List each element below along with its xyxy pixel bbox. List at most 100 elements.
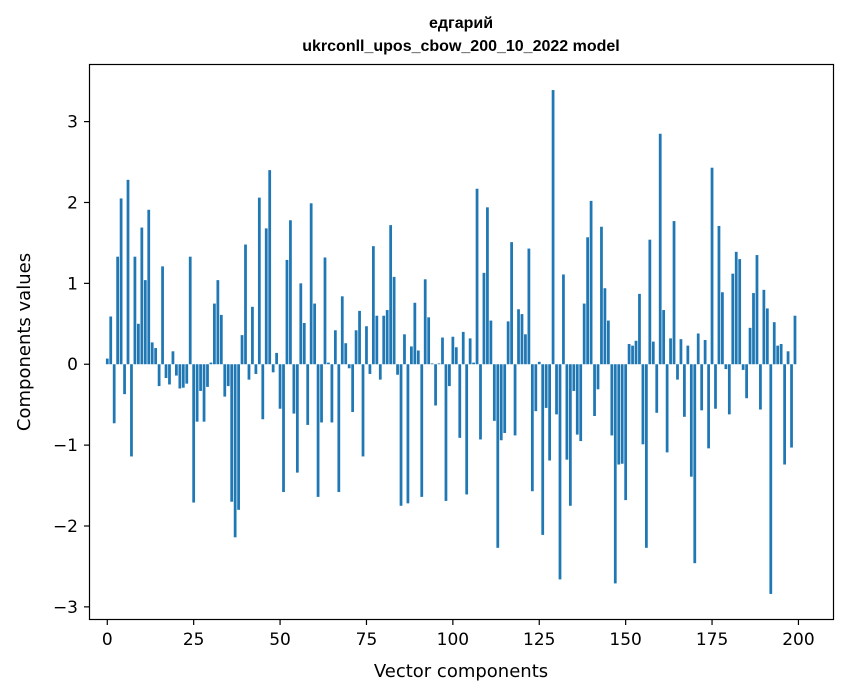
bar xyxy=(272,364,275,372)
bar xyxy=(759,364,762,409)
bar xyxy=(261,364,264,419)
bar xyxy=(538,362,541,364)
bar xyxy=(331,364,334,422)
bar xyxy=(562,274,565,364)
bar xyxy=(458,364,461,438)
bar xyxy=(431,363,434,364)
bar xyxy=(493,364,496,421)
x-tick-label: 100 xyxy=(437,630,469,650)
bar xyxy=(503,364,506,433)
bar xyxy=(199,364,202,391)
bar xyxy=(244,245,247,365)
bar xyxy=(586,237,589,364)
chart-title-line1: едгарий xyxy=(429,15,493,32)
x-tick-label: 50 xyxy=(269,630,291,650)
y-tick-label: −1 xyxy=(53,436,78,456)
bar xyxy=(213,304,216,365)
bar xyxy=(552,90,555,364)
bar xyxy=(521,314,524,364)
bar xyxy=(113,364,116,423)
bar xyxy=(669,338,672,364)
bar xyxy=(189,257,192,365)
bar xyxy=(576,364,579,434)
bar xyxy=(790,364,793,447)
bar xyxy=(610,364,613,435)
bar xyxy=(728,364,731,414)
bar xyxy=(590,201,593,364)
bar xyxy=(711,168,714,365)
bar xyxy=(220,315,223,364)
bar xyxy=(192,364,195,502)
bar xyxy=(168,364,171,384)
bar xyxy=(465,364,468,494)
bar xyxy=(237,364,240,510)
bar xyxy=(445,364,448,501)
x-tick-label: 25 xyxy=(183,630,205,650)
bar xyxy=(686,346,689,365)
bar xyxy=(718,226,721,364)
bar xyxy=(324,257,327,364)
bar xyxy=(676,364,679,379)
x-tick-label: 0 xyxy=(102,630,113,650)
bar xyxy=(241,335,244,364)
bar xyxy=(375,316,378,365)
bar xyxy=(106,359,109,365)
bar xyxy=(306,364,309,425)
bar xyxy=(427,317,430,364)
bar xyxy=(593,364,596,416)
bar xyxy=(531,364,534,491)
bar xyxy=(299,283,302,364)
bar xyxy=(680,339,683,364)
bar xyxy=(178,364,181,388)
bar xyxy=(116,257,119,365)
bar xyxy=(144,280,147,364)
bar xyxy=(334,330,337,364)
bar xyxy=(424,279,427,364)
bar xyxy=(451,337,454,365)
bar xyxy=(483,273,486,364)
bar xyxy=(317,364,320,497)
bar xyxy=(389,225,392,364)
bar xyxy=(721,292,724,364)
bar xyxy=(130,364,133,456)
bar xyxy=(496,364,499,548)
bar xyxy=(158,364,161,386)
bar xyxy=(268,170,271,364)
bar xyxy=(286,260,289,364)
bar xyxy=(137,324,140,364)
bar xyxy=(655,364,658,413)
bar xyxy=(666,364,669,452)
bar xyxy=(351,364,354,412)
bar xyxy=(548,364,551,460)
bar xyxy=(745,364,748,398)
chart-title-line2: ukrconll_upos_cbow_200_10_2022 model xyxy=(302,38,619,55)
bar xyxy=(313,304,316,365)
bar xyxy=(749,328,752,364)
bar xyxy=(693,364,696,563)
bar xyxy=(147,210,150,364)
bar xyxy=(507,321,510,364)
bar xyxy=(735,252,738,364)
bar-chart: едгарий ukrconll_upos_cbow_200_10_2022 m… xyxy=(0,0,847,696)
bar xyxy=(441,338,444,365)
bar xyxy=(175,364,178,375)
bar xyxy=(279,364,282,408)
y-tick-label: 2 xyxy=(67,193,78,213)
y-tick-label: 3 xyxy=(67,113,78,133)
bar xyxy=(635,341,638,364)
bar xyxy=(109,317,112,365)
bar xyxy=(386,310,389,364)
bar xyxy=(372,246,375,364)
y-tick-label: −3 xyxy=(53,598,78,618)
bar xyxy=(341,296,344,364)
y-tick-label: −2 xyxy=(53,517,78,537)
bar xyxy=(534,364,537,411)
bar xyxy=(420,364,423,497)
bar xyxy=(742,364,745,370)
bar xyxy=(673,221,676,364)
bar xyxy=(769,364,772,594)
bar xyxy=(714,364,717,408)
bar xyxy=(787,351,790,364)
bar xyxy=(652,342,655,365)
bar xyxy=(659,134,662,364)
